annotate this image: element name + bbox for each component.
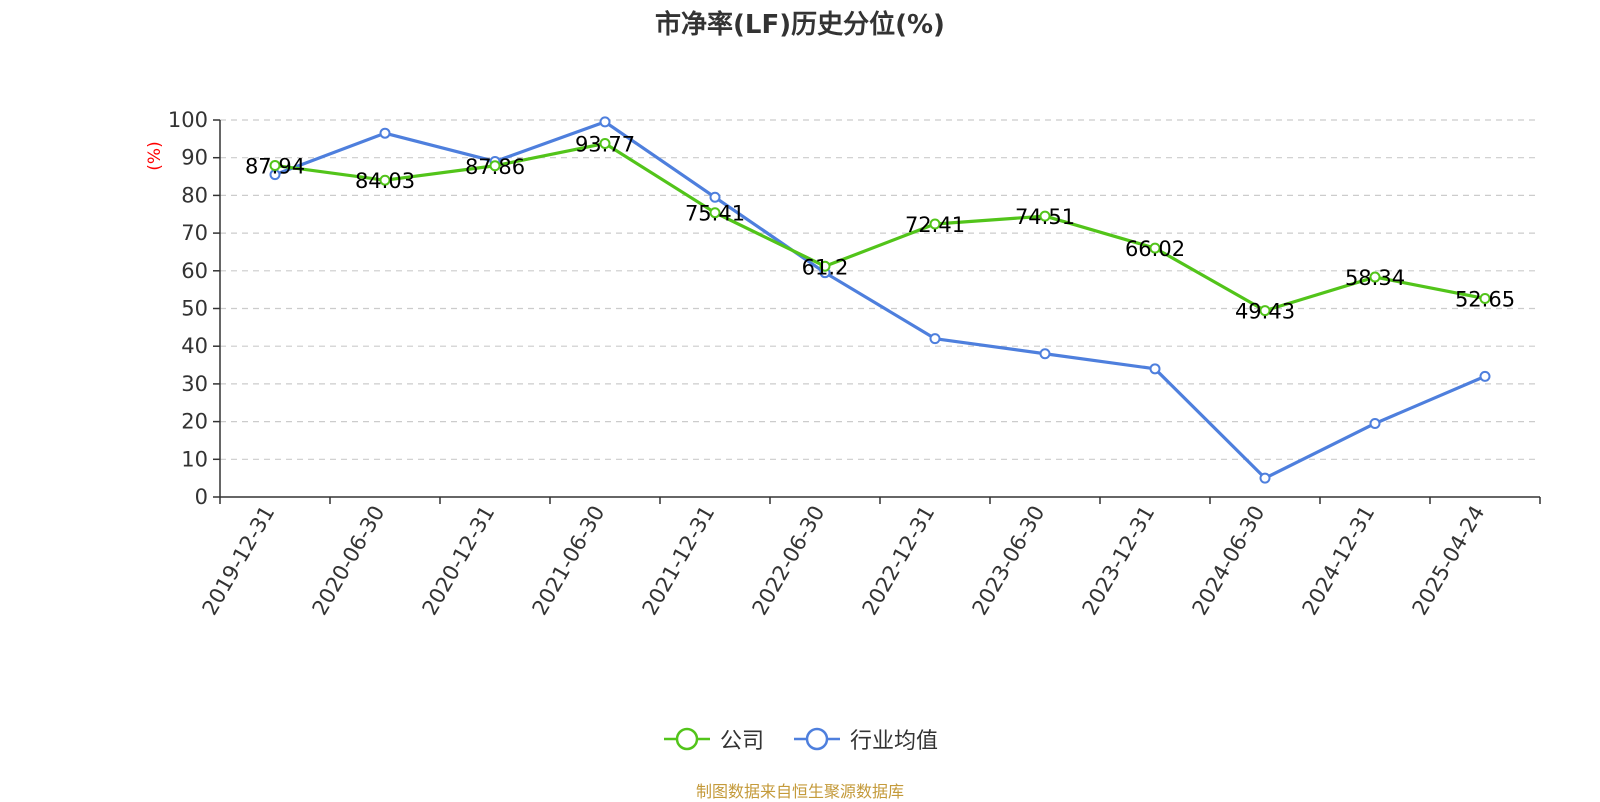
y-tick-label-100: 100 [168,108,208,132]
y-tick-label-0: 0 [195,485,208,509]
data-label-company-2023-06-30: 74.51 [1015,205,1075,229]
data-label-company-2020-06-30: 84.03 [355,169,415,193]
green-line-circle-icon [663,727,710,751]
y-tick-label-30: 30 [181,372,208,396]
point-industry-average-2023-06-30 [1039,348,1051,360]
legend-item-industry-average[interactable]: 行业均值 [792,723,938,755]
x-tick-label-2022-12-31: 2022-12-31 [858,502,940,620]
data-label-company-2021-06-30: 93.77 [575,132,635,156]
data-label-company-2024-12-31: 58.34 [1345,266,1405,290]
x-tick-label-2020-12-31: 2020-12-31 [418,502,500,620]
x-tick-label-2021-06-30: 2021-06-30 [528,502,610,620]
point-industry-average-2024-12-31 [1369,417,1381,429]
data-label-company-2022-12-31: 72.41 [905,213,965,237]
legend-label-industry-average: 行业均值 [850,729,939,754]
point-company-2021-06-30 [599,137,611,149]
point-company-2022-12-31 [929,218,941,230]
chart-title: 市净率(LF)历史分位(%) [655,10,945,40]
data-label-company-2023-12-31: 66.02 [1125,237,1185,261]
series-lines [269,116,1491,484]
y-tick-label-70: 70 [181,221,208,245]
data-source-note: 制图数据来自恒生聚源数据库 [695,782,904,801]
y-tick-label-60: 60 [181,259,208,283]
point-industry-average-2024-06-30 [1259,472,1271,484]
data-label-company-2020-12-31: 87.86 [465,155,525,179]
point-company-2020-12-31 [489,160,501,172]
legend-item-company[interactable]: 公司 [662,723,764,755]
point-company-2022-06-30 [819,260,831,272]
point-company-2020-06-30 [379,174,391,186]
legend-label-company: 公司 [719,729,764,754]
point-industry-average-2023-12-31 [1149,363,1161,375]
point-industry-average-2022-12-31 [929,333,941,345]
data-label-company-2021-12-31: 75.41 [685,202,745,226]
point-company-2023-12-31 [1149,242,1161,254]
x-tick-label-2020-06-30: 2020-06-30 [308,502,390,620]
point-industry-average-2020-06-30 [379,127,391,139]
x-tick-label-2021-12-31: 2021-12-31 [638,502,720,620]
x-tick-label-2019-12-31: 2019-12-31 [198,502,280,620]
point-industry-average-2021-06-30 [599,116,611,128]
x-tick-label-2022-06-30: 2022-06-30 [748,502,830,620]
series-line-industry-average [274,120,1486,480]
y-tick-label-90: 90 [181,146,208,170]
y-tick-label-40: 40 [181,334,208,358]
y-tick-label-20: 20 [181,410,208,434]
data-label-company-2025-04-24: 52.65 [1455,288,1515,312]
point-company-2025-04-24 [1479,293,1491,305]
x-tick-label-2024-06-30: 2024-06-30 [1188,502,1270,620]
x-tick-label-2024-12-31: 2024-12-31 [1298,502,1380,620]
point-company-2021-12-31 [709,207,721,219]
y-tick-label-10: 10 [181,447,208,471]
point-company-2023-06-30 [1039,210,1051,222]
data-labels: 87.94 84.03 87.86 93.77 75.41 61.2 72.41 74.51 6… [245,132,1515,323]
blue-line-circle-icon [794,727,840,751]
legend: 公司 行业均值 [0,722,1600,756]
grid-lines [220,119,1540,460]
x-tick-label-2023-06-30: 2023-06-30 [968,502,1050,620]
point-industry-average-2025-04-24 [1479,370,1491,382]
y-axis-label: (%) [145,141,165,170]
x-tick-label-2023-12-31: 2023-12-31 [1078,502,1160,620]
point-industry-average-2021-12-31 [709,191,721,203]
point-company-2024-06-30 [1259,305,1271,317]
data-label-company-2022-06-30: 61.2 [802,255,849,279]
data-label-company-2024-06-30: 49.43 [1235,300,1295,324]
data-label-company-2019-12-31: 87.94 [245,154,305,178]
y-tick-label-50: 50 [181,297,208,321]
y-tick-label-80: 80 [181,183,208,207]
x-tick-label-2025-04-24: 2025-04-24 [1408,502,1490,620]
point-company-2024-12-31 [1369,271,1381,283]
point-company-2019-12-31 [269,159,281,171]
series-line-company [274,141,1486,313]
